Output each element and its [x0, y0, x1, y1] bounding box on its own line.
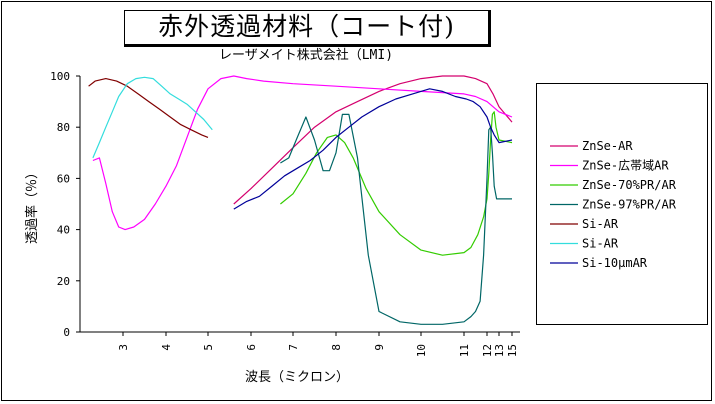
x-axis-label: 波長（ミクロン） [245, 370, 349, 385]
series-lines [88, 75, 513, 325]
chart-title: 赤外透過材料（コート付) [158, 12, 455, 41]
x-tick-label: 13 [493, 344, 506, 357]
chart-subtitle: レーザメイト株式会社（LMI) [218, 48, 394, 63]
legend-label: ZnSe-広帯域AR [582, 159, 669, 173]
legend: ZnSe-AR ZnSe-広帯域AR ZnSe-70%PR/AR ZnSe-97%PR… [550, 139, 677, 270]
series-line-5 [88, 78, 209, 138]
legend-label: Si-AR [582, 237, 619, 251]
legend-label: ZnSe-97%PR/AR [582, 198, 677, 212]
series-line-3 [280, 111, 513, 256]
x-tick-label: 15 [506, 344, 519, 357]
title-box: 赤外透過材料（コート付) [124, 10, 491, 47]
series-line-2 [92, 75, 513, 231]
x-tick-label: 7 [287, 344, 300, 351]
y-tick-label: 100 [50, 70, 70, 83]
legend-label: ZnSe-AR [582, 139, 633, 153]
y-axis-label: 透過率（％） [24, 166, 40, 244]
x-tick-label: 11 [458, 344, 471, 357]
legend-label: Si-10μmAR [582, 256, 648, 270]
y-ticks: 0 20 40 60 80 100 [50, 70, 80, 339]
x-ticks: 3 4 5 6 7 8 9 10 11 12 13 15 [117, 332, 519, 357]
x-tick-label: 8 [330, 344, 343, 351]
y-tick-label: 80 [57, 121, 70, 134]
y-tick-label: 60 [57, 172, 70, 185]
x-tick-label: 4 [160, 344, 173, 351]
y-tick-label: 20 [57, 275, 70, 288]
series-line-7 [233, 88, 513, 210]
x-tick-label: 5 [202, 344, 215, 351]
y-tick-label: 40 [57, 224, 70, 237]
series-line-4 [280, 113, 512, 325]
series-line-6 [92, 76, 213, 159]
x-tick-label: 6 [245, 344, 258, 351]
axes [79, 76, 520, 333]
x-tick-label: 12 [481, 344, 494, 357]
y-tick-label: 0 [63, 326, 70, 339]
legend-label: Si-AR [582, 217, 619, 231]
series-line-1 [233, 75, 513, 205]
x-tick-label: 10 [415, 344, 428, 357]
x-tick-label: 3 [117, 344, 130, 351]
x-tick-label: 9 [373, 344, 386, 351]
legend-label: ZnSe-70%PR/AR [582, 178, 677, 192]
